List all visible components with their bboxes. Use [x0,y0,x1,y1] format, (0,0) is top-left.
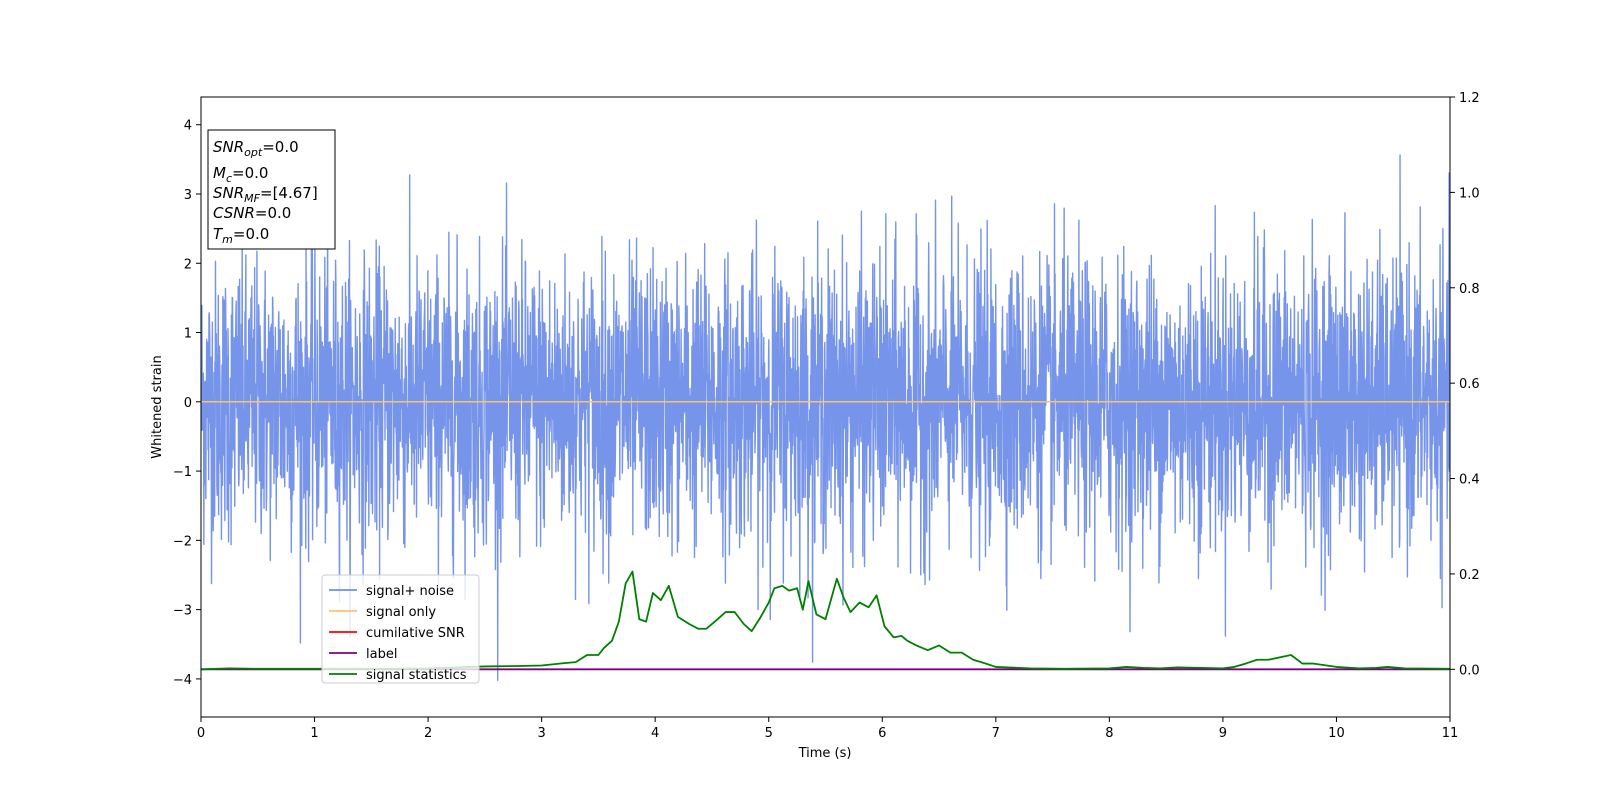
y-left-tick-label: 0 [184,396,192,411]
info-line-snr-mf: SNRMF=[4.67] [213,184,318,205]
y-right-tick-label: 0.2 [1459,568,1480,583]
y-left-tick-label: −1 [173,465,192,480]
legend-label-signal-noise: signal+ noise [366,584,454,599]
info-line-csnr: CSNR=0.0 [213,204,291,222]
info-subscript: opt [244,146,263,159]
x-tick-label: 4 [651,726,659,741]
y-left-axis-label: Whitened strain [150,355,165,458]
y-right-tick-label: 0.4 [1459,473,1480,488]
legend-frame [321,574,480,684]
series-signal-statistics-line [201,570,1450,671]
y-right-tick-label: 1.2 [1459,91,1480,106]
info-symbol: M [213,164,226,182]
y-right-tick-label: 0.0 [1459,663,1480,678]
info-value: =0.0 [255,204,291,222]
x-tick-label: 10 [1328,726,1345,741]
info-box-frame [207,129,336,250]
y-left-tick-label: 2 [184,257,192,272]
legend: signal+ noise signal only cumilative SNR la… [321,574,480,684]
x-tick-label: 6 [878,726,886,741]
y-right-tick-label: 0.8 [1459,282,1480,297]
x-tick-label: 11 [1442,726,1459,741]
info-value: =[4.67] [260,184,318,202]
info-subscript: m [222,233,233,246]
legend-label-signal-only: signal only [366,605,436,620]
x-tick-label: 0 [197,726,205,741]
axes-frame [200,96,1451,718]
info-line-t-m: Tm=0.0 [213,225,269,246]
x-tick-label: 8 [1105,726,1113,741]
y-left-tick-label: −2 [173,534,192,549]
y-left-axis-ticks: 4 3 2 1 0 −1 −2 −3 −4 [173,119,201,688]
series-signal-plus-noise-line [201,154,1450,682]
info-line-m-c: Mc=0.0 [213,164,268,185]
legend-label-cumilative-snr: cumilative SNR [366,626,465,641]
x-axis-ticks: 0 1 2 3 4 5 6 7 8 9 10 11 [197,717,1458,741]
legend-label-signal-statistics: signal statistics [366,668,467,683]
y-right-axis-ticks: 1.2 1.0 0.8 0.6 0.4 0.2 0.0 [1450,91,1480,678]
info-subscript: c [226,172,232,185]
y-left-tick-label: −3 [173,604,192,619]
info-symbol: SNR [213,184,244,202]
y-left-tick-label: 1 [184,327,192,342]
x-tick-label: 3 [537,726,545,741]
y-left-tick-label: −4 [173,673,192,688]
y-left-tick-label: 4 [184,119,192,134]
x-tick-label: 5 [765,726,773,741]
x-tick-label: 9 [1219,726,1227,741]
legend-label-label: label [366,647,397,662]
x-tick-label: 2 [424,726,432,741]
info-line-snr-opt: SNRopt=0.0 [213,138,299,159]
info-subscript: MF [244,192,260,205]
info-value: =0.0 [233,225,269,243]
info-value: =0.0 [232,164,268,182]
x-tick-label: 1 [310,726,318,741]
y-right-tick-label: 0.6 [1459,377,1480,392]
y-left-tick-label: 3 [184,188,192,203]
y-right-tick-label: 1.0 [1459,186,1480,201]
info-symbol: T [213,225,224,243]
info-symbol: SNR [213,138,244,156]
x-tick-label: 7 [992,726,1000,741]
info-symbol: CSNR [213,204,255,222]
info-value: =0.0 [262,138,298,156]
info-box: SNRopt=0.0Mc=0.0SNRMF=[4.67]CSNR=0.0Tm=0… [207,129,336,250]
x-axis-label: Time (s) [798,746,852,761]
